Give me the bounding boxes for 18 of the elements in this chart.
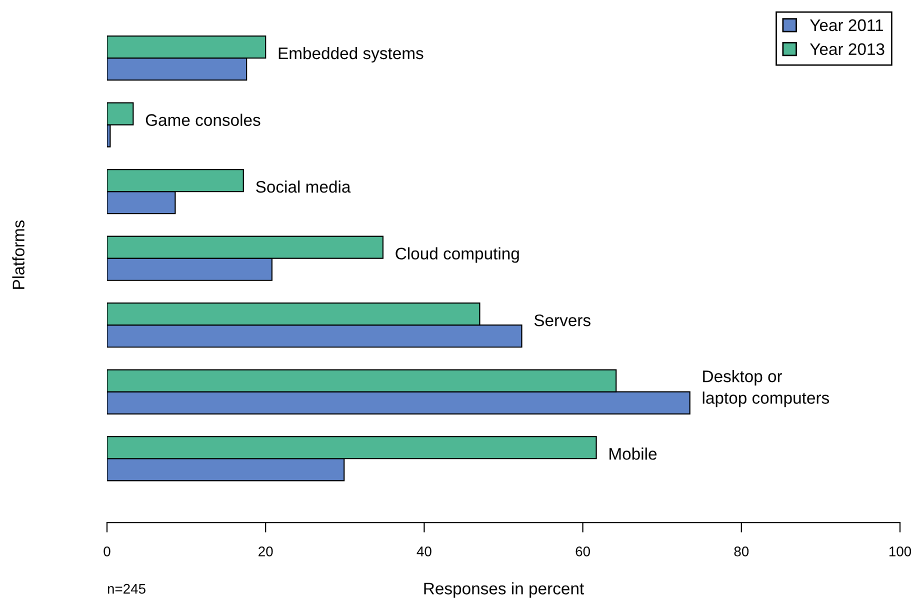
x-axis-title: Responses in percent [424, 582, 584, 598]
y-tick-label: Desktop or laptop computers [702, 370, 829, 408]
legend-label: Year 2011 [810, 19, 883, 32]
y-tick-label: Servers [534, 314, 590, 326]
text: n=245 [108, 584, 146, 594]
x-tick-label: 0 [104, 546, 110, 556]
legend-label: Year 2013 [810, 43, 884, 56]
y-tick-label: Mobile [610, 448, 657, 460]
x-tick-label: 40 [416, 546, 432, 556]
x-tick-label: 100 [889, 546, 912, 556]
x-tick-label: 80 [734, 546, 749, 556]
y-tick-label: Embedded systems [278, 46, 424, 63]
y-tick-label: Game consoles [146, 114, 260, 126]
y-tick-label: Cloud computing [396, 247, 519, 263]
x-tick-label: 60 [576, 546, 590, 556]
x-tick-label: 20 [258, 546, 273, 556]
y-tick-label: Social media [256, 180, 351, 193]
y-axis-title: Platforms [12, 220, 24, 289]
